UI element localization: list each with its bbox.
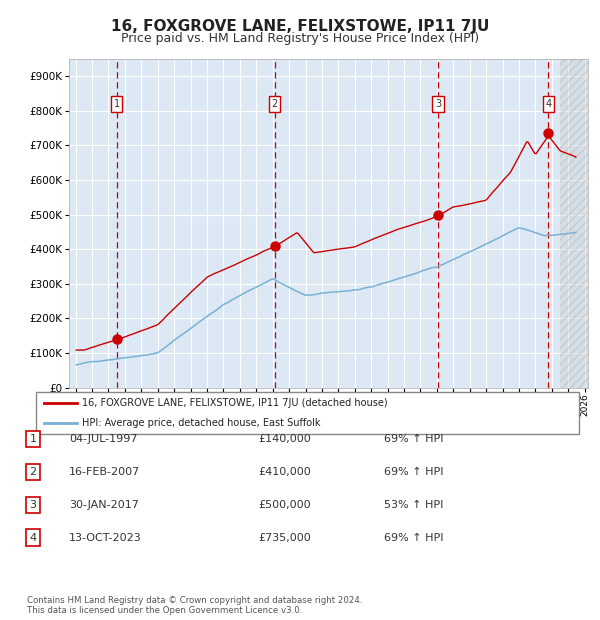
Text: 4: 4 <box>545 99 551 109</box>
Bar <box>560 59 588 388</box>
Text: 3: 3 <box>435 99 441 109</box>
Text: 53% ↑ HPI: 53% ↑ HPI <box>384 500 443 510</box>
Text: £500,000: £500,000 <box>258 500 311 510</box>
Text: 2: 2 <box>29 467 37 477</box>
Text: Contains HM Land Registry data © Crown copyright and database right 2024.
This d: Contains HM Land Registry data © Crown c… <box>27 596 362 615</box>
Text: 3: 3 <box>29 500 37 510</box>
Text: 13-OCT-2023: 13-OCT-2023 <box>69 533 142 542</box>
Text: 1: 1 <box>113 99 119 109</box>
Text: Price paid vs. HM Land Registry's House Price Index (HPI): Price paid vs. HM Land Registry's House … <box>121 32 479 45</box>
Text: 30-JAN-2017: 30-JAN-2017 <box>69 500 139 510</box>
Text: 1: 1 <box>29 434 37 444</box>
Text: HPI: Average price, detached house, East Suffolk: HPI: Average price, detached house, East… <box>82 418 320 428</box>
Text: £140,000: £140,000 <box>258 434 311 444</box>
Text: £735,000: £735,000 <box>258 533 311 542</box>
Text: 16, FOXGROVE LANE, FELIXSTOWE, IP11 7JU (detached house): 16, FOXGROVE LANE, FELIXSTOWE, IP11 7JU … <box>82 398 388 408</box>
Text: 16, FOXGROVE LANE, FELIXSTOWE, IP11 7JU: 16, FOXGROVE LANE, FELIXSTOWE, IP11 7JU <box>111 19 489 33</box>
Text: 69% ↑ HPI: 69% ↑ HPI <box>384 434 443 444</box>
Text: 69% ↑ HPI: 69% ↑ HPI <box>384 467 443 477</box>
Text: £410,000: £410,000 <box>258 467 311 477</box>
Text: 2: 2 <box>272 99 278 109</box>
Text: 4: 4 <box>29 533 37 542</box>
Text: 16-FEB-2007: 16-FEB-2007 <box>69 467 140 477</box>
Text: 69% ↑ HPI: 69% ↑ HPI <box>384 533 443 542</box>
FancyBboxPatch shape <box>36 392 579 434</box>
Text: 04-JUL-1997: 04-JUL-1997 <box>69 434 137 444</box>
